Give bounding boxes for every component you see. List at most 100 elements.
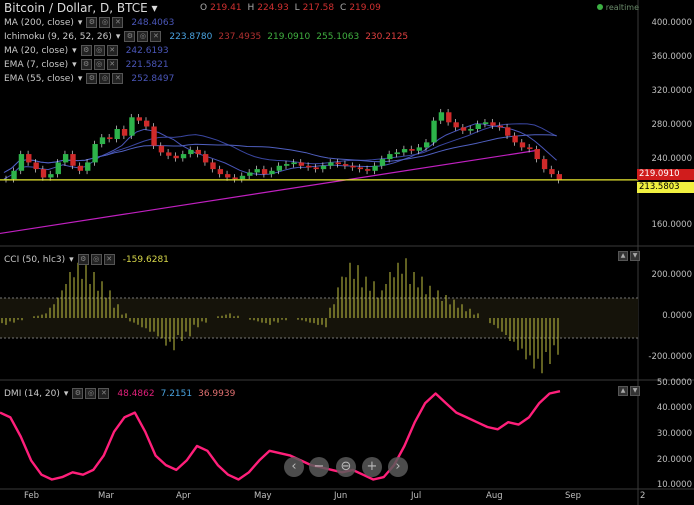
candle: [497, 125, 504, 128]
indicator-legend-row[interactable]: EMA (55, close) ▾ ⚙ ◎ ✕ 252.8497: [4, 73, 174, 84]
time-axis-label: May: [254, 491, 272, 501]
visibility-icon[interactable]: ◎: [93, 45, 105, 56]
candle: [269, 170, 275, 175]
candle: [166, 152, 172, 156]
reset-zoom-button[interactable]: ⊖: [336, 457, 356, 477]
settings-icon[interactable]: ⚙: [80, 45, 92, 56]
candle: [239, 175, 246, 180]
time-axis-label: Mar: [98, 491, 115, 501]
panel-up-icon[interactable]: ▲: [618, 251, 628, 261]
visibility-icon[interactable]: ◎: [99, 73, 111, 84]
settings-icon[interactable]: ⚙: [86, 73, 98, 84]
settings-icon[interactable]: ⚙: [77, 254, 89, 265]
indicator-value: 219.0910: [267, 31, 311, 42]
indicator-legend-row[interactable]: Ichimoku (9, 26, 52, 26) ▾ ⚙ ◎ ✕ 223.8780 237.…: [4, 31, 408, 42]
zoom-in-button[interactable]: +: [362, 457, 382, 477]
candle: [202, 154, 209, 163]
visibility-icon[interactable]: ◎: [93, 59, 105, 70]
dropdown-arrow-icon[interactable]: ▾: [77, 17, 83, 28]
candle: [475, 123, 481, 129]
time-axis-label: Aug: [486, 491, 503, 501]
indicator-name: EMA (55, close): [4, 73, 74, 84]
candle: [188, 149, 194, 155]
settings-icon[interactable]: ⚙: [124, 31, 136, 42]
panel-down-icon[interactable]: ▼: [630, 386, 640, 396]
indicator-legend-row[interactable]: MA (20, close) ▾ ⚙ ◎ ✕ 242.6193: [4, 45, 169, 56]
dmi-legend[interactable]: DMI (14, 20) ▾ ⚙ ◎ ✕ 48.4862 7.2151 36.9939: [4, 388, 235, 399]
candle: [276, 165, 282, 171]
close-icon[interactable]: ✕: [98, 388, 110, 399]
candle: [446, 112, 452, 123]
candle: [306, 165, 312, 168]
candle: [357, 167, 364, 170]
candle: [99, 137, 106, 145]
visibility-icon[interactable]: ◎: [137, 31, 149, 42]
visibility-icon[interactable]: ◎: [85, 388, 97, 399]
price-axis-label: 400.0000: [651, 18, 692, 28]
panel-up-icon[interactable]: ▲: [618, 386, 628, 396]
candle: [40, 169, 47, 178]
dropdown-arrow-icon[interactable]: ▾: [115, 31, 121, 42]
candle: [313, 167, 319, 170]
candle: [173, 155, 179, 159]
panel-down-icon[interactable]: ▼: [630, 251, 640, 261]
dmi-axis-label: 40.0000: [656, 403, 692, 413]
candle: [107, 137, 113, 140]
indicator-legend-row[interactable]: MA (200, close) ▾ ⚙ ◎ ✕ 248.4063: [4, 17, 174, 28]
candle: [136, 117, 142, 121]
candle: [460, 127, 467, 131]
cci-axis-label: -200.0000: [648, 352, 692, 362]
candle: [129, 117, 135, 136]
close-icon[interactable]: ✕: [103, 254, 115, 265]
time-axis-label: Apr: [176, 491, 191, 501]
candle: [18, 154, 25, 171]
dropdown-arrow-icon[interactable]: ▾: [72, 45, 77, 56]
ohlc-o-label: O: [200, 3, 208, 13]
indicator-name: MA (20, close): [4, 45, 69, 56]
ohlc-high: 224.93: [257, 3, 289, 13]
close-icon[interactable]: ✕: [112, 73, 124, 84]
price-axis-label: 360.0000: [651, 52, 692, 62]
settings-icon[interactable]: ⚙: [72, 388, 84, 399]
dmi-axis-label: 10.0000: [656, 480, 692, 490]
zoom-out-button[interactable]: −: [309, 457, 329, 477]
cci-legend[interactable]: CCI (50, hlc3) ▾ ⚙ ◎ ✕ -159.6281: [4, 254, 169, 265]
indicator-legend-row[interactable]: EMA (7, close) ▾ ⚙ ◎ ✕ 221.5821: [4, 59, 169, 70]
settings-icon[interactable]: ⚙: [86, 17, 98, 28]
candle: [394, 152, 400, 155]
visibility-icon[interactable]: ◎: [99, 17, 111, 28]
indicator-value: 255.1063: [316, 31, 360, 42]
candle: [232, 177, 238, 180]
close-icon[interactable]: ✕: [106, 45, 118, 56]
candle: [320, 165, 327, 170]
dmi-axis-label: 50.0000: [656, 378, 692, 388]
dropdown-arrow-icon[interactable]: ▾: [72, 59, 77, 70]
candle: [350, 165, 356, 168]
candle: [424, 142, 430, 148]
visibility-icon[interactable]: ◎: [90, 254, 102, 265]
realtime-indicator: realtime: [596, 3, 639, 12]
candle: [48, 174, 54, 178]
candle: [431, 120, 437, 143]
symbol-title[interactable]: Bitcoin / Dollar, D, BTCE ▾: [4, 1, 158, 15]
scroll-left-button[interactable]: ‹: [284, 457, 304, 477]
close-icon[interactable]: ✕: [150, 31, 162, 42]
time-axis-label: Feb: [24, 491, 40, 501]
candle: [342, 164, 349, 166]
candle: [482, 122, 489, 124]
ohlc-low: 217.58: [302, 3, 335, 13]
indicator-name: EMA (7, close): [4, 59, 69, 70]
candle: [438, 112, 445, 121]
candle: [519, 142, 526, 148]
candle: [121, 129, 128, 136]
dropdown-arrow-icon[interactable]: ▾: [77, 73, 83, 84]
dropdown-arrow-icon[interactable]: ▾: [69, 254, 74, 265]
settings-icon[interactable]: ⚙: [80, 59, 92, 70]
scroll-right-button[interactable]: ›: [388, 457, 408, 477]
dropdown-arrow-icon[interactable]: ▾: [63, 388, 69, 399]
close-icon[interactable]: ✕: [112, 17, 124, 28]
close-icon[interactable]: ✕: [106, 59, 118, 70]
time-axis-label: Jul: [411, 491, 422, 501]
last-price-tag: 219.0910: [637, 169, 694, 180]
